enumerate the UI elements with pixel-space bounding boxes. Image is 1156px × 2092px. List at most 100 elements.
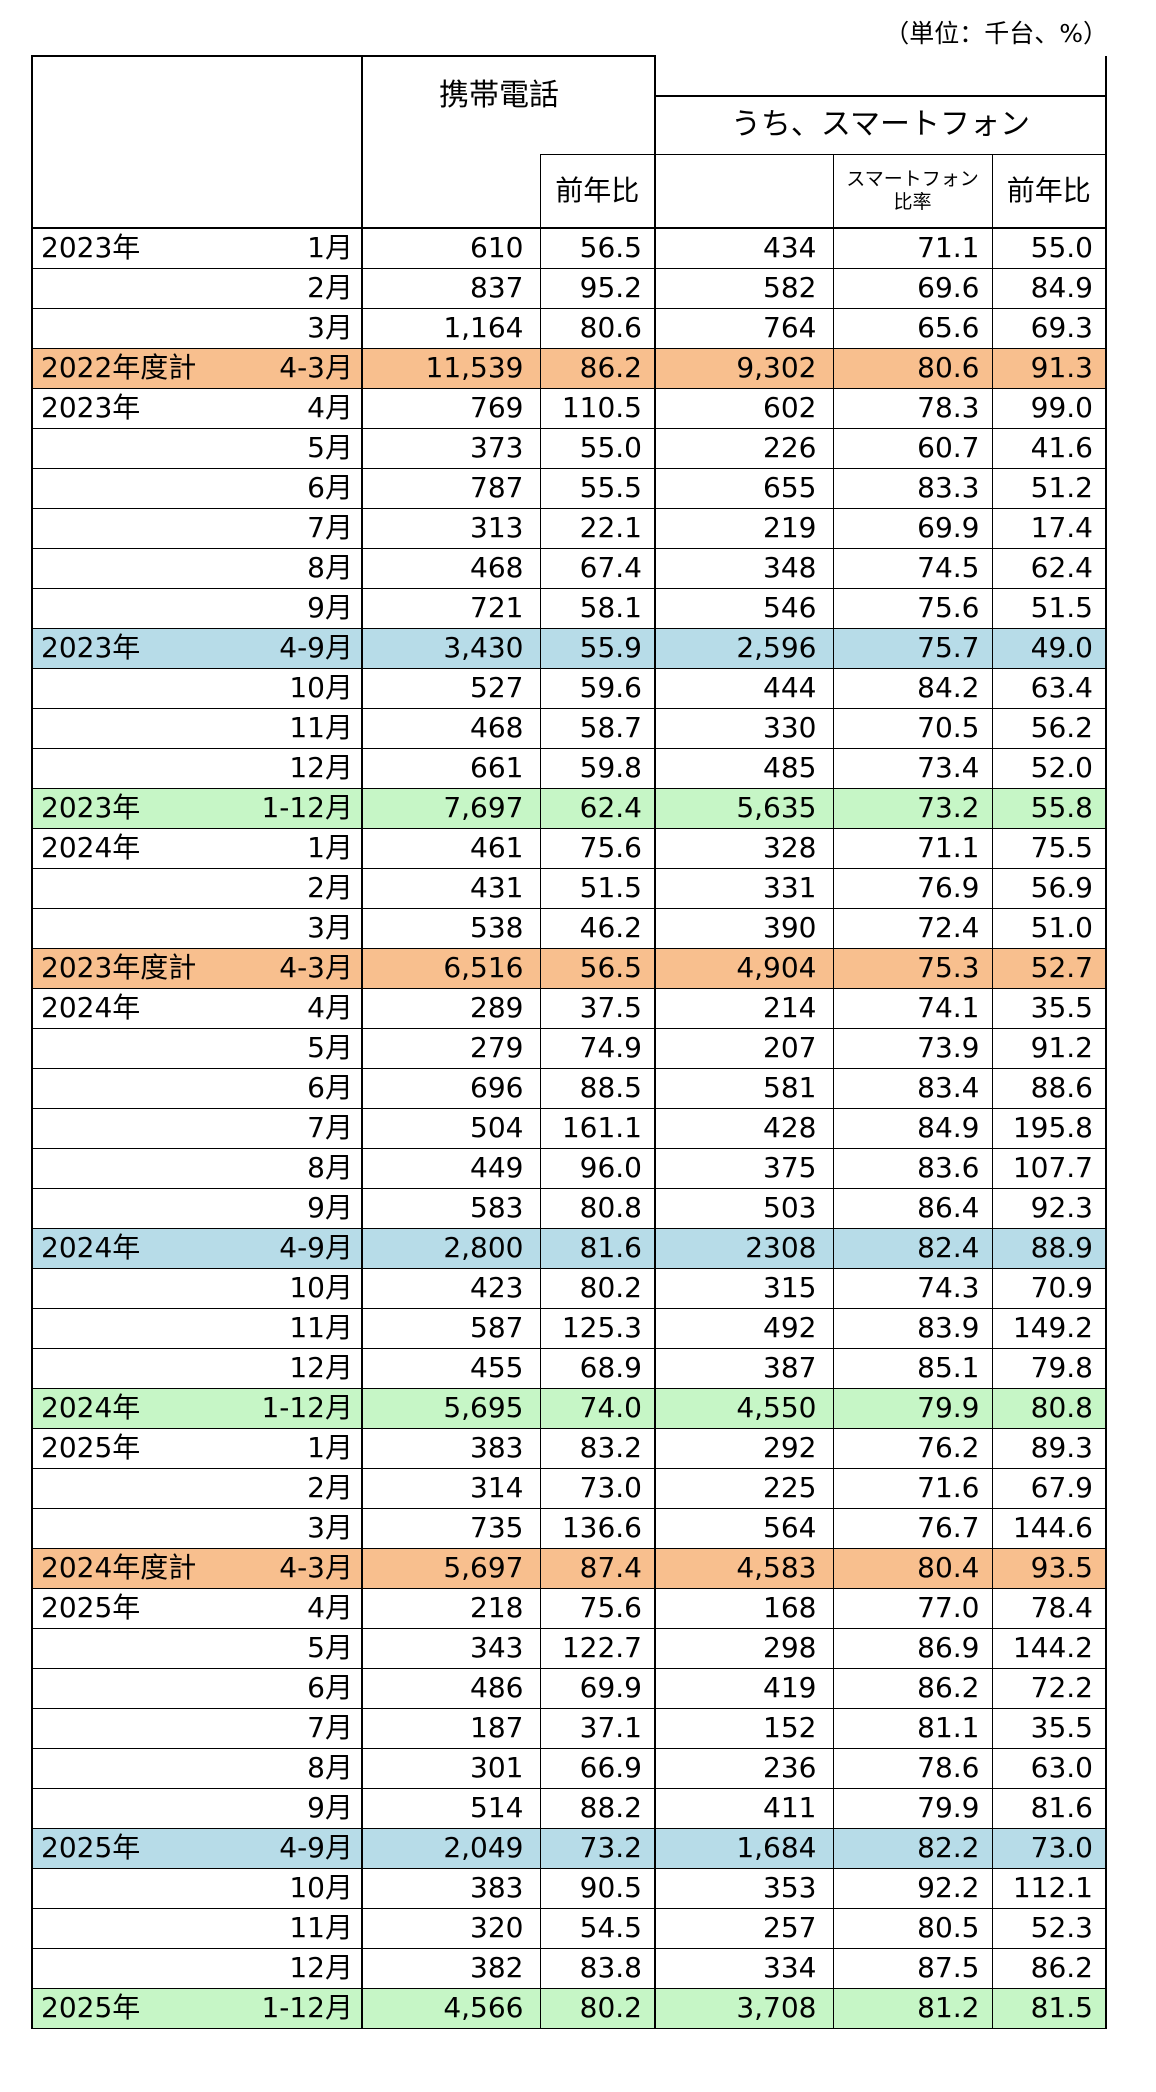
- row-label: 12月: [31, 1947, 363, 1989]
- row-label: 12月: [31, 1347, 363, 1389]
- month-label: 1-12月: [261, 1391, 353, 1424]
- row-label: 6月: [31, 1067, 363, 1109]
- mobile-yoy-cell: 22.1: [539, 507, 656, 549]
- mobile-yoy-cell: 67.4: [539, 547, 656, 589]
- row-label: 8月: [31, 547, 363, 589]
- month-label: 4-9月: [279, 631, 353, 664]
- smartphone-yoy-cell: 84.9: [991, 267, 1107, 309]
- smartphone-ratio-cell: 73.4: [832, 747, 993, 789]
- month-label: 9月: [307, 591, 353, 624]
- month-label: 2月: [307, 871, 353, 904]
- table-row: 9月 583 80.8 503 86.4 92.3: [31, 1187, 1107, 1229]
- smartphone-units-cell: 419: [654, 1667, 834, 1709]
- smartphone-units-cell: 375: [654, 1147, 834, 1189]
- period-label: 2024年度計: [41, 1551, 197, 1584]
- row-label: 5月: [31, 1027, 363, 1069]
- month-label: 4-3月: [279, 351, 353, 384]
- month-label: 4-9月: [279, 1831, 353, 1864]
- mobile-units-cell: 373: [361, 427, 541, 469]
- smartphone-ratio-cell: 77.0: [832, 1587, 993, 1629]
- table-row: 8月 449 96.0 375 83.6 107.7: [31, 1147, 1107, 1189]
- month-label: 2月: [307, 1471, 353, 1504]
- month-label: 5月: [307, 1031, 353, 1064]
- row-label: 2025年 4月: [31, 1587, 363, 1629]
- smartphone-units-cell: 226: [654, 427, 834, 469]
- mobile-yoy-cell: 75.6: [539, 827, 656, 869]
- smartphone-ratio-cell: 86.9: [832, 1627, 993, 1669]
- row-label: 2024年 4月: [31, 987, 363, 1029]
- mobile-units-cell: 320: [361, 1907, 541, 1949]
- mobile-yoy-cell: 73.0: [539, 1467, 656, 1509]
- smartphone-ratio-cell: 79.9: [832, 1387, 993, 1429]
- smartphone-units-cell: 331: [654, 867, 834, 909]
- mobile-units-cell: 382: [361, 1947, 541, 1989]
- row-label: 7月: [31, 507, 363, 549]
- smartphone-units-cell: 225: [654, 1467, 834, 1509]
- smartphone-ratio-cell: 83.3: [832, 467, 993, 509]
- smartphone-units-cell: 3,708: [654, 1987, 834, 2029]
- mobile-units-cell: 661: [361, 747, 541, 789]
- smartphone-ratio-cell: 86.2: [832, 1667, 993, 1709]
- mobile-yoy-cell: 68.9: [539, 1347, 656, 1389]
- table-row: 11月 468 58.7 330 70.5 56.2: [31, 707, 1107, 749]
- smartphone-yoy-cell: 51.5: [991, 587, 1107, 629]
- table-row: 2024年 4月 289 37.5 214 74.1 35.5: [31, 987, 1107, 1029]
- mobile-yoy-cell: 58.1: [539, 587, 656, 629]
- smartphone-ratio-cell: 71.1: [832, 827, 993, 869]
- smartphone-yoy-cell: 80.8: [991, 1387, 1107, 1429]
- table-row: 12月 382 83.8 334 87.5 86.2: [31, 1947, 1107, 1989]
- month-label: 4月: [307, 1591, 353, 1624]
- row-label: 11月: [31, 1907, 363, 1949]
- smartphone-ratio-cell: 81.1: [832, 1707, 993, 1749]
- smartphone-ratio-cell: 87.5: [832, 1947, 993, 1989]
- month-label: 10月: [289, 1271, 353, 1304]
- table-row: 2024年 1月 461 75.6 328 71.1 75.5: [31, 827, 1107, 869]
- smartphone-yoy-cell: 41.6: [991, 427, 1107, 469]
- table-row: 8月 301 66.9 236 78.6 63.0: [31, 1747, 1107, 1789]
- table-row: 9月 721 58.1 546 75.6 51.5: [31, 587, 1107, 629]
- row-label: 2023年 4-9月: [31, 627, 363, 669]
- smartphone-ratio-cell: 73.9: [832, 1027, 993, 1069]
- row-label: 2月: [31, 867, 363, 909]
- period-label: 2023年: [41, 631, 141, 664]
- row-label: 5月: [31, 1627, 363, 1669]
- mobile-units-cell: 3,430: [361, 627, 541, 669]
- month-label: 6月: [307, 471, 353, 504]
- mobile-units-cell: 7,697: [361, 787, 541, 829]
- row-label: 10月: [31, 1267, 363, 1309]
- period-label: 2023年: [41, 231, 141, 265]
- smartphone-units-cell: 492: [654, 1307, 834, 1349]
- mobile-units-cell: 610: [361, 227, 541, 269]
- mobile-yoy-cell: 96.0: [539, 1147, 656, 1189]
- month-label: 8月: [307, 551, 353, 584]
- mobile-yoy-cell: 80.6: [539, 307, 656, 349]
- mobile-units-cell: 587: [361, 1307, 541, 1349]
- mobile-units-cell: 313: [361, 507, 541, 549]
- smartphone-yoy-cell: 69.3: [991, 307, 1107, 349]
- row-label: 10月: [31, 1867, 363, 1909]
- mobile-yoy-cell: 136.6: [539, 1507, 656, 1549]
- smartphone-ratio-cell: 69.6: [832, 267, 993, 309]
- row-label: 2023年度計 4-3月: [31, 947, 363, 989]
- table-row: 6月 696 88.5 581 83.4 88.6: [31, 1067, 1107, 1109]
- month-label: 7月: [307, 511, 353, 544]
- smartphone-units-cell: 9,302: [654, 347, 834, 389]
- smartphone-units-cell: 5,635: [654, 787, 834, 829]
- mobile-units-cell: 514: [361, 1787, 541, 1829]
- header-mobile-blank: [361, 154, 541, 229]
- smartphone-units-cell: 485: [654, 747, 834, 789]
- mobile-units-cell: 449: [361, 1147, 541, 1189]
- mobile-units-cell: 538: [361, 907, 541, 949]
- smartphone-ratio-cell: 83.4: [832, 1067, 993, 1109]
- smartphone-units-cell: 387: [654, 1347, 834, 1389]
- smartphone-yoy-cell: 88.9: [991, 1227, 1107, 1269]
- table-row: 2025年 4-9月 2,049 73.2 1,684 82.2 73.0: [31, 1827, 1107, 1869]
- row-label: 8月: [31, 1147, 363, 1189]
- smartphone-yoy-cell: 63.0: [991, 1747, 1107, 1789]
- smartphone-ratio-cell: 76.2: [832, 1427, 993, 1469]
- period-label: 2024年: [41, 1231, 141, 1264]
- month-label: 6月: [307, 1671, 353, 1704]
- smartphone-ratio-cell: 83.6: [832, 1147, 993, 1189]
- smartphone-yoy-cell: 55.8: [991, 787, 1107, 829]
- row-label: 2025年 4-9月: [31, 1827, 363, 1869]
